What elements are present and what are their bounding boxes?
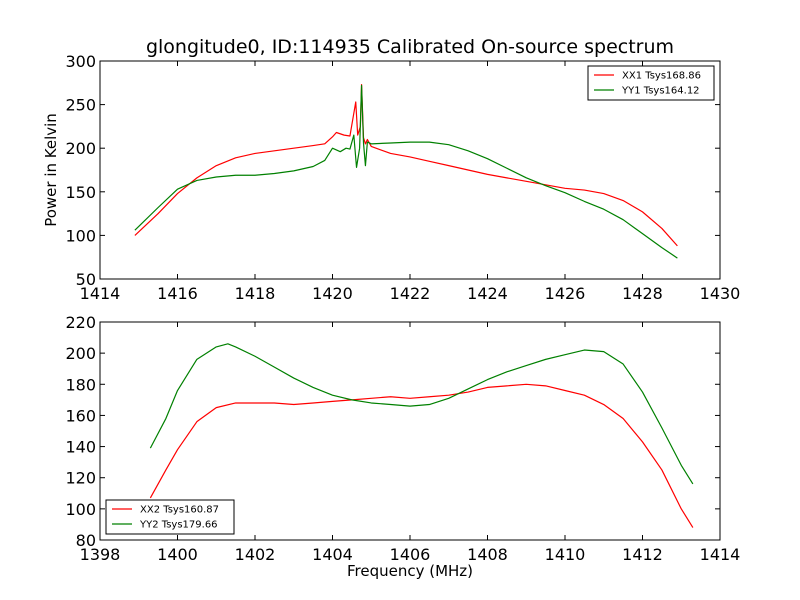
y-tick-label: 120 bbox=[65, 469, 96, 488]
x-tick-label: 1400 bbox=[157, 545, 198, 564]
x-tick-label: 1426 bbox=[545, 284, 586, 303]
y-axis-label: Power in Kelvin bbox=[42, 113, 60, 227]
legend-label-1: XX2 Tsys160.87 bbox=[140, 505, 219, 516]
x-tick-label: 1430 bbox=[700, 284, 741, 303]
y-tick-label: 180 bbox=[65, 375, 96, 394]
y-tick-label: 80 bbox=[76, 531, 96, 550]
top-panel: 1414 1416 1418 1420 1422 1424 1426 1428 1430 50 10… bbox=[65, 52, 740, 303]
legend: XX2 Tsys160.87 YY2 Tsys179.66 bbox=[105, 499, 235, 535]
y-tick-label: 250 bbox=[65, 96, 96, 115]
series-line-1 bbox=[149, 383, 694, 528]
x-tick-label: 1414 bbox=[80, 284, 121, 303]
x-tick-label: 1412 bbox=[622, 545, 663, 564]
y-tick-label: 100 bbox=[65, 226, 96, 245]
y-tick-label: 100 bbox=[65, 500, 96, 519]
legend-box bbox=[587, 65, 715, 101]
y-tick-label: 200 bbox=[65, 344, 96, 363]
y-tick-label: 220 bbox=[65, 313, 96, 332]
y-tick-label: 160 bbox=[65, 406, 96, 425]
x-tick-label: 1420 bbox=[312, 284, 353, 303]
legend-label-2: YY1 Tsys164.12 bbox=[621, 86, 700, 97]
x-tick-label: 1398 bbox=[80, 545, 121, 564]
x-tick-label: 1404 bbox=[312, 545, 353, 564]
bottom-panel: 1398 1400 1402 1404 1406 1408 1410 1412 1414 80 10… bbox=[65, 313, 740, 564]
legend: XX1 Tsys168.86 YY1 Tsys164.12 bbox=[587, 65, 715, 101]
legend-label-2: YY2 Tsys179.66 bbox=[139, 520, 218, 531]
x-tick-label: 1422 bbox=[390, 284, 431, 303]
legend-box bbox=[105, 499, 235, 535]
series-line-2 bbox=[134, 84, 678, 259]
y-tick-label: 50 bbox=[76, 270, 96, 289]
y-tick-label: 300 bbox=[65, 52, 96, 71]
series-line-2 bbox=[149, 343, 694, 485]
x-tick-label: 1406 bbox=[390, 545, 431, 564]
legend-label-1: XX1 Tsys168.86 bbox=[622, 71, 701, 82]
x-tick-label: 1416 bbox=[157, 284, 198, 303]
chart-title: glongitude0, ID:114935 Calibrated On-sou… bbox=[146, 36, 674, 58]
x-tick-label: 1424 bbox=[467, 284, 508, 303]
x-tick-label: 1410 bbox=[545, 545, 586, 564]
y-tick-label: 140 bbox=[65, 438, 96, 457]
x-tick-label: 1402 bbox=[235, 545, 276, 564]
y-tick-label: 150 bbox=[65, 183, 96, 202]
series-line-1 bbox=[134, 83, 678, 247]
x-axis-label: Frequency (MHz) bbox=[347, 562, 473, 580]
x-tick-label: 1418 bbox=[235, 284, 276, 303]
x-tick-label: 1414 bbox=[700, 545, 741, 564]
x-tick-label: 1408 bbox=[467, 545, 508, 564]
x-tick-label: 1428 bbox=[622, 284, 663, 303]
y-tick-label: 200 bbox=[65, 139, 96, 158]
